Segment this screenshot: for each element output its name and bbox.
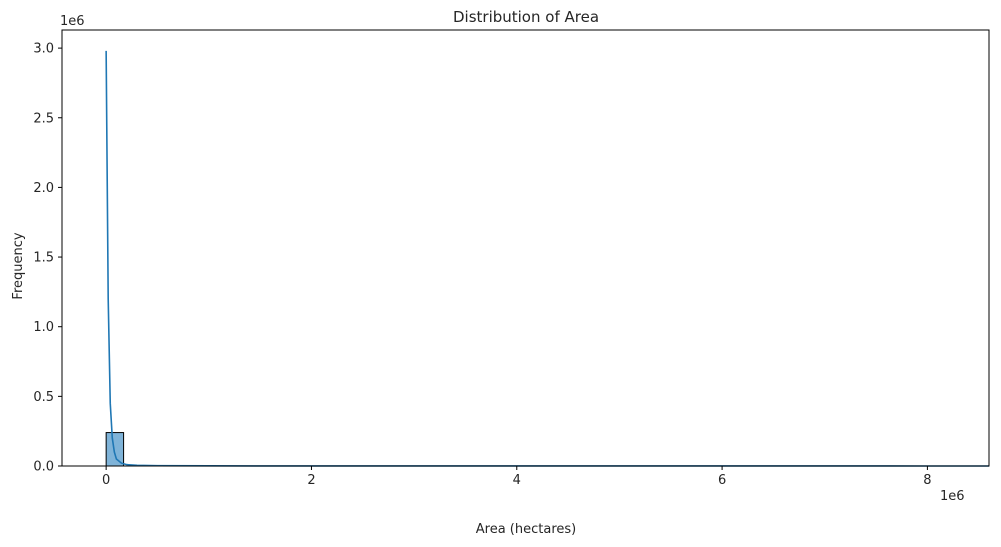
- chart-title: Distribution of Area: [453, 8, 599, 26]
- y-tick-label: 1.5: [33, 251, 54, 266]
- histogram-bar-0: [105, 432, 125, 467]
- kde-line: [105, 50, 989, 467]
- x-tick-label: 4: [513, 473, 521, 488]
- plot-area: [105, 50, 989, 467]
- plot-frame: [61, 29, 990, 467]
- x-axis-label: Area (hectares): [476, 522, 576, 537]
- y-tick-label: 0.5: [33, 390, 54, 405]
- x-tick-label: 0: [102, 473, 110, 488]
- x-tick-label: 6: [718, 473, 726, 488]
- y-tick-label: 1.0: [33, 320, 54, 335]
- x-tick-label: 8: [923, 473, 931, 488]
- y-tick-label: 3.0: [33, 42, 54, 57]
- y-axis-label: Frequency: [11, 232, 26, 299]
- x-tick-label: 2: [307, 473, 315, 488]
- x-scale-label: 1e6: [940, 489, 965, 504]
- y-scale-label: 1e6: [60, 14, 85, 29]
- axes: 0 2 4 6 8 0.0 0.5 1.0 1.5 2.0 2.5 3.0: [33, 29, 990, 488]
- y-tick-label: 2.0: [33, 181, 54, 196]
- y-tick-label: 0.0: [33, 460, 54, 475]
- y-tick-label: 2.5: [33, 111, 54, 126]
